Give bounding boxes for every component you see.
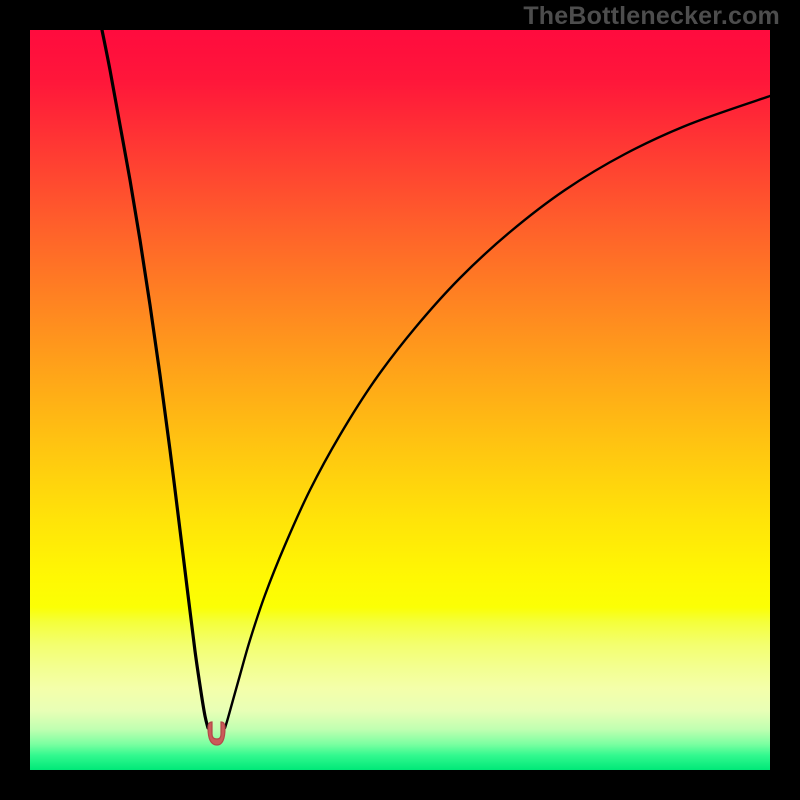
gradient-fill bbox=[30, 30, 770, 770]
plot-area bbox=[30, 30, 770, 770]
watermark-text: TheBottlenecker.com bbox=[523, 2, 780, 31]
plot-svg bbox=[30, 30, 770, 770]
